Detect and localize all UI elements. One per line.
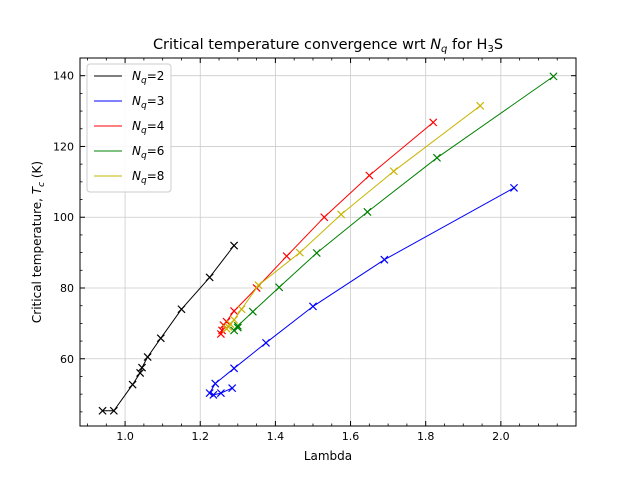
series-nq-3 xyxy=(205,183,519,399)
data-point xyxy=(136,368,145,377)
series-layer xyxy=(98,72,558,415)
data-point xyxy=(429,118,438,127)
data-point xyxy=(476,101,485,110)
y-tick-label: 120 xyxy=(53,140,74,153)
data-point xyxy=(320,213,329,222)
data-point xyxy=(432,153,441,162)
data-point xyxy=(109,406,118,415)
data-point xyxy=(389,167,398,176)
data-point xyxy=(128,380,137,389)
x-tick-label: 1.8 xyxy=(417,430,435,443)
data-point xyxy=(137,363,147,372)
x-tick-label: 2.0 xyxy=(492,430,510,443)
data-point xyxy=(177,305,186,314)
legend-entry: Nq=3 xyxy=(94,94,164,111)
data-point xyxy=(228,384,237,393)
data-point xyxy=(230,241,239,250)
legend-label: Nq=2 xyxy=(132,69,164,86)
data-point xyxy=(312,248,321,257)
data-point xyxy=(237,305,246,314)
legend-box xyxy=(86,63,172,193)
y-axis-label: Critical temperature, Tc (K) xyxy=(30,161,47,323)
series-line xyxy=(208,187,515,396)
legend-label: Nq=4 xyxy=(132,119,164,136)
series-nq-8 xyxy=(222,101,485,333)
data-point xyxy=(549,72,558,81)
series-line xyxy=(220,122,434,335)
data-point xyxy=(365,171,374,180)
data-point xyxy=(254,281,263,290)
legend-entry: Nq=8 xyxy=(94,169,164,186)
data-point xyxy=(275,283,284,292)
data-point xyxy=(205,389,214,398)
data-point xyxy=(363,207,372,216)
legend-entry: Nq=2 xyxy=(94,69,164,86)
data-point xyxy=(218,326,227,335)
x-tick-label: 1.6 xyxy=(342,430,360,443)
legend-label: Nq=8 xyxy=(132,169,164,186)
legend: Nq=2 Nq=3 Nq=4 Nq=6 Nq=8 xyxy=(86,63,172,193)
data-point xyxy=(230,306,239,316)
y-tick-label: 60 xyxy=(60,353,74,366)
data-point xyxy=(143,352,152,362)
data-point xyxy=(216,389,225,398)
series-line xyxy=(102,245,235,412)
x-axis-label: Lambda xyxy=(304,449,352,463)
data-point xyxy=(282,252,291,261)
data-point xyxy=(337,210,346,219)
series-line xyxy=(233,75,554,331)
plot-area-frame xyxy=(79,57,577,427)
series-nq-4 xyxy=(216,118,438,339)
data-point xyxy=(233,323,242,332)
y-tick-label: 80 xyxy=(60,282,74,295)
legend-label: Nq=6 xyxy=(132,144,164,161)
data-point xyxy=(308,302,317,311)
x-tick-label: 1.2 xyxy=(191,430,209,443)
data-point xyxy=(156,334,165,343)
series-nq-6 xyxy=(230,72,558,335)
data-point xyxy=(211,379,220,388)
data-point xyxy=(295,248,304,257)
chart-title: Critical temperature convergence wrt Nq … xyxy=(153,37,503,55)
data-point xyxy=(248,307,257,316)
x-tick-label: 1.0 xyxy=(116,430,134,443)
legend-entry: Nq=4 xyxy=(94,119,164,136)
y-tick-label: 100 xyxy=(53,211,74,224)
data-point xyxy=(230,364,239,373)
y-tick-label: 140 xyxy=(53,70,74,83)
data-point xyxy=(380,255,389,264)
legend-label: Nq=3 xyxy=(132,94,164,111)
legend-entry: Nq=6 xyxy=(94,144,164,161)
data-point xyxy=(98,406,107,415)
data-point xyxy=(233,321,242,330)
data-point xyxy=(222,317,231,326)
x-tick-label: 1.4 xyxy=(267,430,285,443)
data-point xyxy=(261,338,271,347)
axis-ticks: 1.0 1.2 1.4 1.6 1.8 2.0 60 80 100 120 140 xyxy=(53,57,576,443)
series-nq-2 xyxy=(98,241,239,415)
data-point xyxy=(205,273,214,282)
data-point xyxy=(230,315,239,324)
data-point xyxy=(509,183,519,192)
